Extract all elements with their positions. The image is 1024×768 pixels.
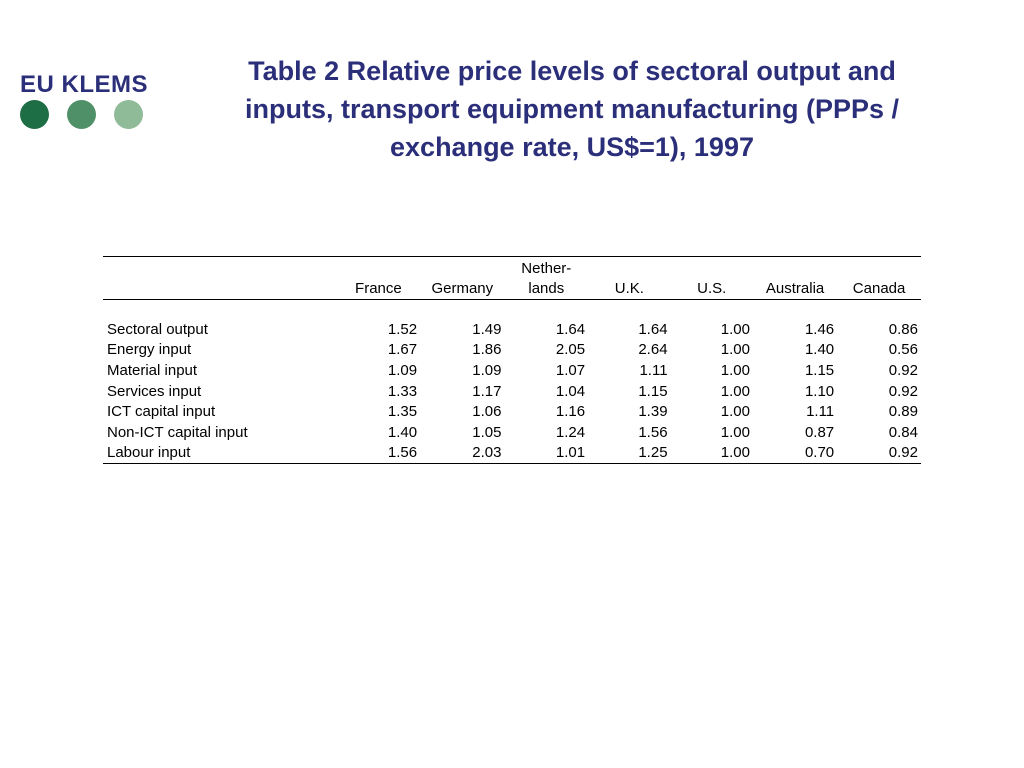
cell-value: 1.00 xyxy=(720,361,750,379)
row-label: Non-ICT capital input xyxy=(107,423,248,441)
header-row-bottom: France Germany lands U.K. U.S. Australia… xyxy=(103,277,921,300)
cell-value: 1.00 xyxy=(720,444,750,462)
cell-value: 1.00 xyxy=(720,382,750,400)
row-label: Labour input xyxy=(107,444,191,462)
row-label: Energy input xyxy=(107,341,192,359)
cell-value: 1.86 xyxy=(472,341,502,359)
table-row: Sectoral output 1.52 1.49 1.64 1.64 1.00… xyxy=(103,319,921,340)
logo-dot-light xyxy=(114,100,143,129)
cell-value: 1.11 xyxy=(806,403,835,421)
header-top-label xyxy=(103,257,337,278)
cell-value: 0.92 xyxy=(888,361,918,379)
cell-value: 1.15 xyxy=(638,382,668,400)
cell-value: 0.92 xyxy=(888,382,918,400)
cell-value: 1.16 xyxy=(555,403,586,421)
table-row: Labour input 1.56 2.03 1.01 1.25 1.00 0.… xyxy=(103,443,921,464)
cell-value: 1.04 xyxy=(555,382,586,400)
cell-value: 1.09 xyxy=(387,361,418,379)
cell-value: 0.92 xyxy=(888,444,918,462)
cell-value: 1.56 xyxy=(638,423,668,441)
header-row-top: Nether- xyxy=(103,257,921,278)
header-us: U.S. xyxy=(670,277,753,300)
cell-value: 1.17 xyxy=(472,382,502,400)
header-uk: U.K. xyxy=(588,277,671,300)
cell-value: 0.87 xyxy=(804,423,835,441)
table-row: Material input 1.09 1.09 1.07 1.11 1.00 … xyxy=(103,360,921,381)
table-row: ICT capital input 1.35 1.06 1.16 1.39 1.… xyxy=(103,401,921,422)
cell-value: 1.24 xyxy=(555,423,586,441)
cell-value: 1.56 xyxy=(387,444,418,462)
cell-value: 1.15 xyxy=(804,361,835,379)
cell-value: 1.52 xyxy=(387,320,418,338)
row-label: Sectoral output xyxy=(107,320,208,338)
header-germany: Germany xyxy=(420,277,505,300)
cell-value: 2.64 xyxy=(638,341,668,359)
cell-value: 1.00 xyxy=(720,423,750,441)
cell-value: 1.10 xyxy=(804,382,835,400)
cell-value: 1.06 xyxy=(472,403,502,421)
table-row: Services input 1.33 1.17 1.04 1.15 1.00 … xyxy=(103,381,921,402)
cell-value: 2.05 xyxy=(555,341,586,359)
cell-value: 1.25 xyxy=(638,444,668,462)
cell-value: 1.35 xyxy=(387,403,418,421)
table-row: Energy input 1.67 1.86 2.05 2.64 1.00 1.… xyxy=(103,340,921,361)
row-label: Material input xyxy=(107,361,198,379)
logo-dot-medium xyxy=(67,100,96,129)
header-top-australia xyxy=(753,257,837,278)
cell-value: 1.40 xyxy=(804,341,835,359)
eu-klems-logo: EU KLEMS xyxy=(20,72,150,134)
cell-value: 1.67 xyxy=(387,341,418,359)
header-top-canada xyxy=(837,257,921,278)
spacer-row xyxy=(103,300,921,320)
slide-title: Table 2 Relative price levels of sectora… xyxy=(244,56,900,162)
logo-dot-dark xyxy=(20,100,49,129)
cell-value: 1.39 xyxy=(638,403,668,421)
cell-value: 1.00 xyxy=(720,341,750,359)
row-label: ICT capital input xyxy=(107,403,216,421)
cell-value: 1.64 xyxy=(555,320,586,338)
cell-value: 1.40 xyxy=(387,423,418,441)
cell-value: 1.49 xyxy=(472,320,502,338)
logo-text: EU KLEMS xyxy=(20,71,149,98)
price-level-table: Nether- France Germany lands U.K. U.S. A… xyxy=(103,256,921,465)
cell-value: 1.05 xyxy=(472,423,502,441)
row-label: Services input xyxy=(107,382,202,400)
header-canada: Canada xyxy=(837,277,921,300)
header-label xyxy=(103,277,337,300)
cell-value: 0.56 xyxy=(888,341,918,359)
cell-value: 0.84 xyxy=(888,423,918,441)
header-top-germany xyxy=(420,257,504,278)
header-top-uk xyxy=(588,257,670,278)
cell-value: 0.89 xyxy=(888,403,918,421)
cell-value: 1.00 xyxy=(720,320,750,338)
cell-value: 2.03 xyxy=(472,444,502,462)
cell-value: 1.64 xyxy=(638,320,668,338)
header-netherlands: lands xyxy=(504,277,589,300)
cell-value: 1.01 xyxy=(555,444,586,462)
header-france: France xyxy=(336,277,421,300)
price-level-table-container: Nether- France Germany lands U.K. U.S. A… xyxy=(103,256,921,465)
header-top-france xyxy=(337,257,420,278)
header-top-netherlands: Nether- xyxy=(521,260,572,277)
cell-value: 1.07 xyxy=(555,361,586,379)
cell-value: 1.46 xyxy=(804,320,835,338)
cell-value: 0.70 xyxy=(804,444,835,462)
cell-value: 0.86 xyxy=(888,320,918,338)
header-top-us xyxy=(671,257,753,278)
header-australia: Australia xyxy=(752,277,838,300)
cell-value: 1.00 xyxy=(720,403,750,421)
cell-value: 1.09 xyxy=(472,361,502,379)
table-row: Non-ICT capital input 1.40 1.05 1.24 1.5… xyxy=(103,422,921,443)
cell-value: 1.33 xyxy=(387,382,418,400)
cell-value: 1.11 xyxy=(639,361,668,379)
